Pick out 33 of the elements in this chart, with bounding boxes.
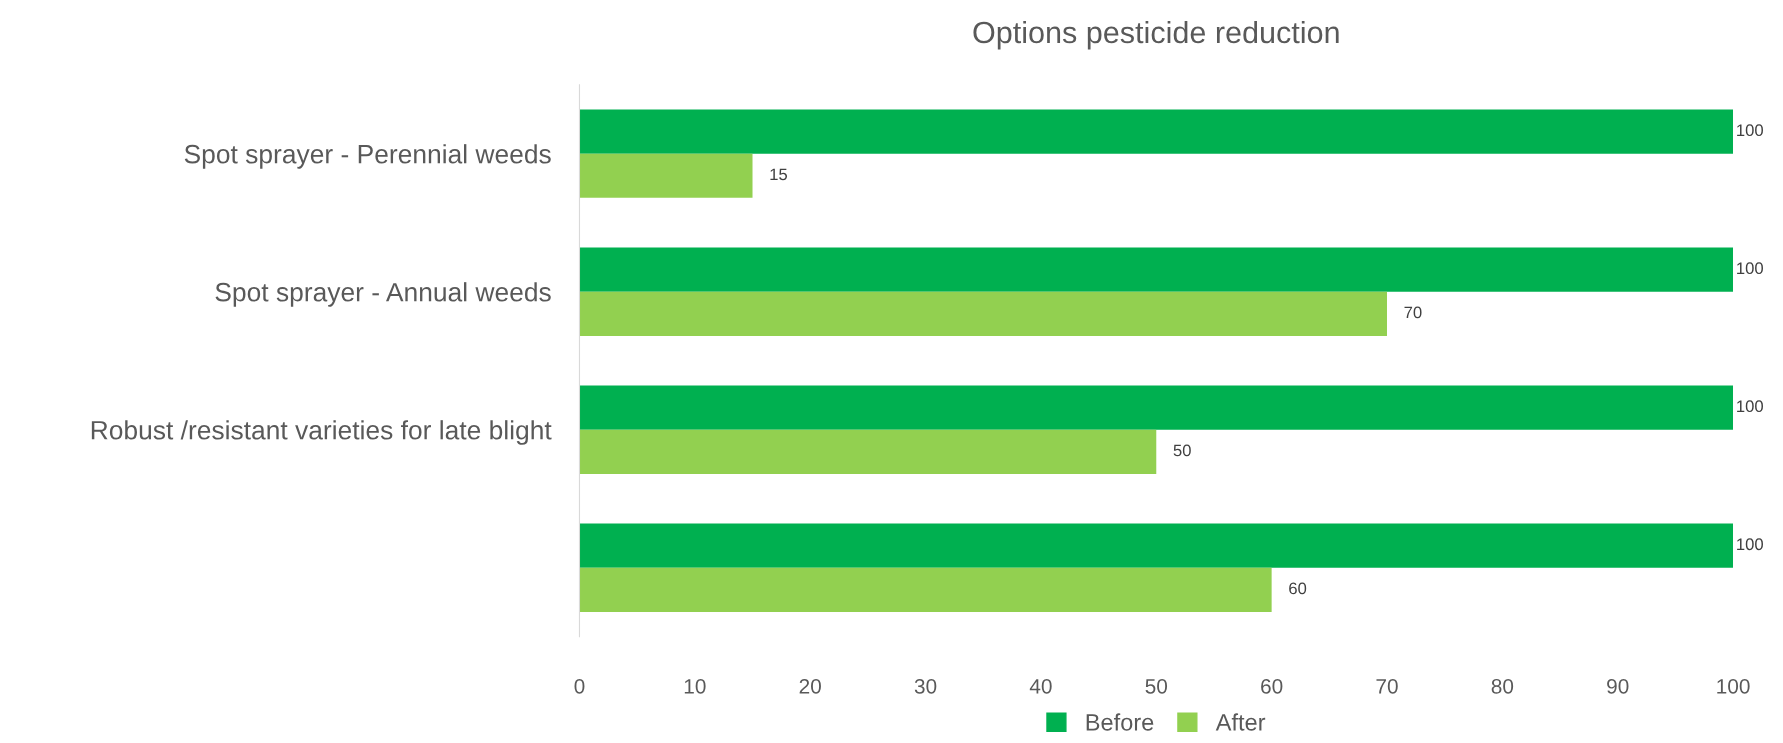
- data-label: 100: [1737, 262, 1764, 275]
- legend-label: After: [1215, 713, 1266, 731]
- y-tick-label: Spot sprayer - Annual weeds: [215, 282, 551, 307]
- bar: [579, 523, 1734, 568]
- bar: [579, 385, 1734, 430]
- bar: [579, 291, 1387, 336]
- bar: [579, 429, 1157, 474]
- data-label: 100: [1737, 538, 1764, 551]
- x-tick-label: 100: [1717, 678, 1750, 694]
- x-tick-label: 0: [574, 678, 585, 694]
- x-tick-label: 80: [1491, 678, 1514, 694]
- bar: [579, 109, 1734, 154]
- y-tick-label: Robust /resistant varieties for late blight: [91, 420, 552, 445]
- x-tick-label: 40: [1029, 678, 1052, 694]
- x-tick-label: 10: [684, 678, 706, 694]
- chart-title: Options pesticide reduction: [973, 20, 1339, 50]
- data-label: 70: [1404, 306, 1422, 319]
- x-tick-label: 90: [1607, 678, 1629, 694]
- x-tick-label: 50: [1145, 678, 1168, 694]
- x-tick-label: 70: [1376, 678, 1398, 694]
- data-label: 50: [1173, 444, 1191, 457]
- bar: [579, 247, 1734, 292]
- x-tick-label: 30: [914, 678, 937, 694]
- y-tick-label: Spot sprayer - Perennial weeds: [184, 144, 551, 169]
- x-tick-label: 60: [1261, 678, 1283, 694]
- bar: [579, 567, 1272, 612]
- legend-label: Before: [1086, 713, 1154, 731]
- data-label: 15: [770, 168, 788, 181]
- x-tick-label: 20: [799, 678, 821, 694]
- data-label: 100: [1737, 400, 1764, 413]
- bar: [579, 153, 753, 198]
- data-label: 60: [1289, 582, 1307, 595]
- data-label: 100: [1737, 124, 1764, 137]
